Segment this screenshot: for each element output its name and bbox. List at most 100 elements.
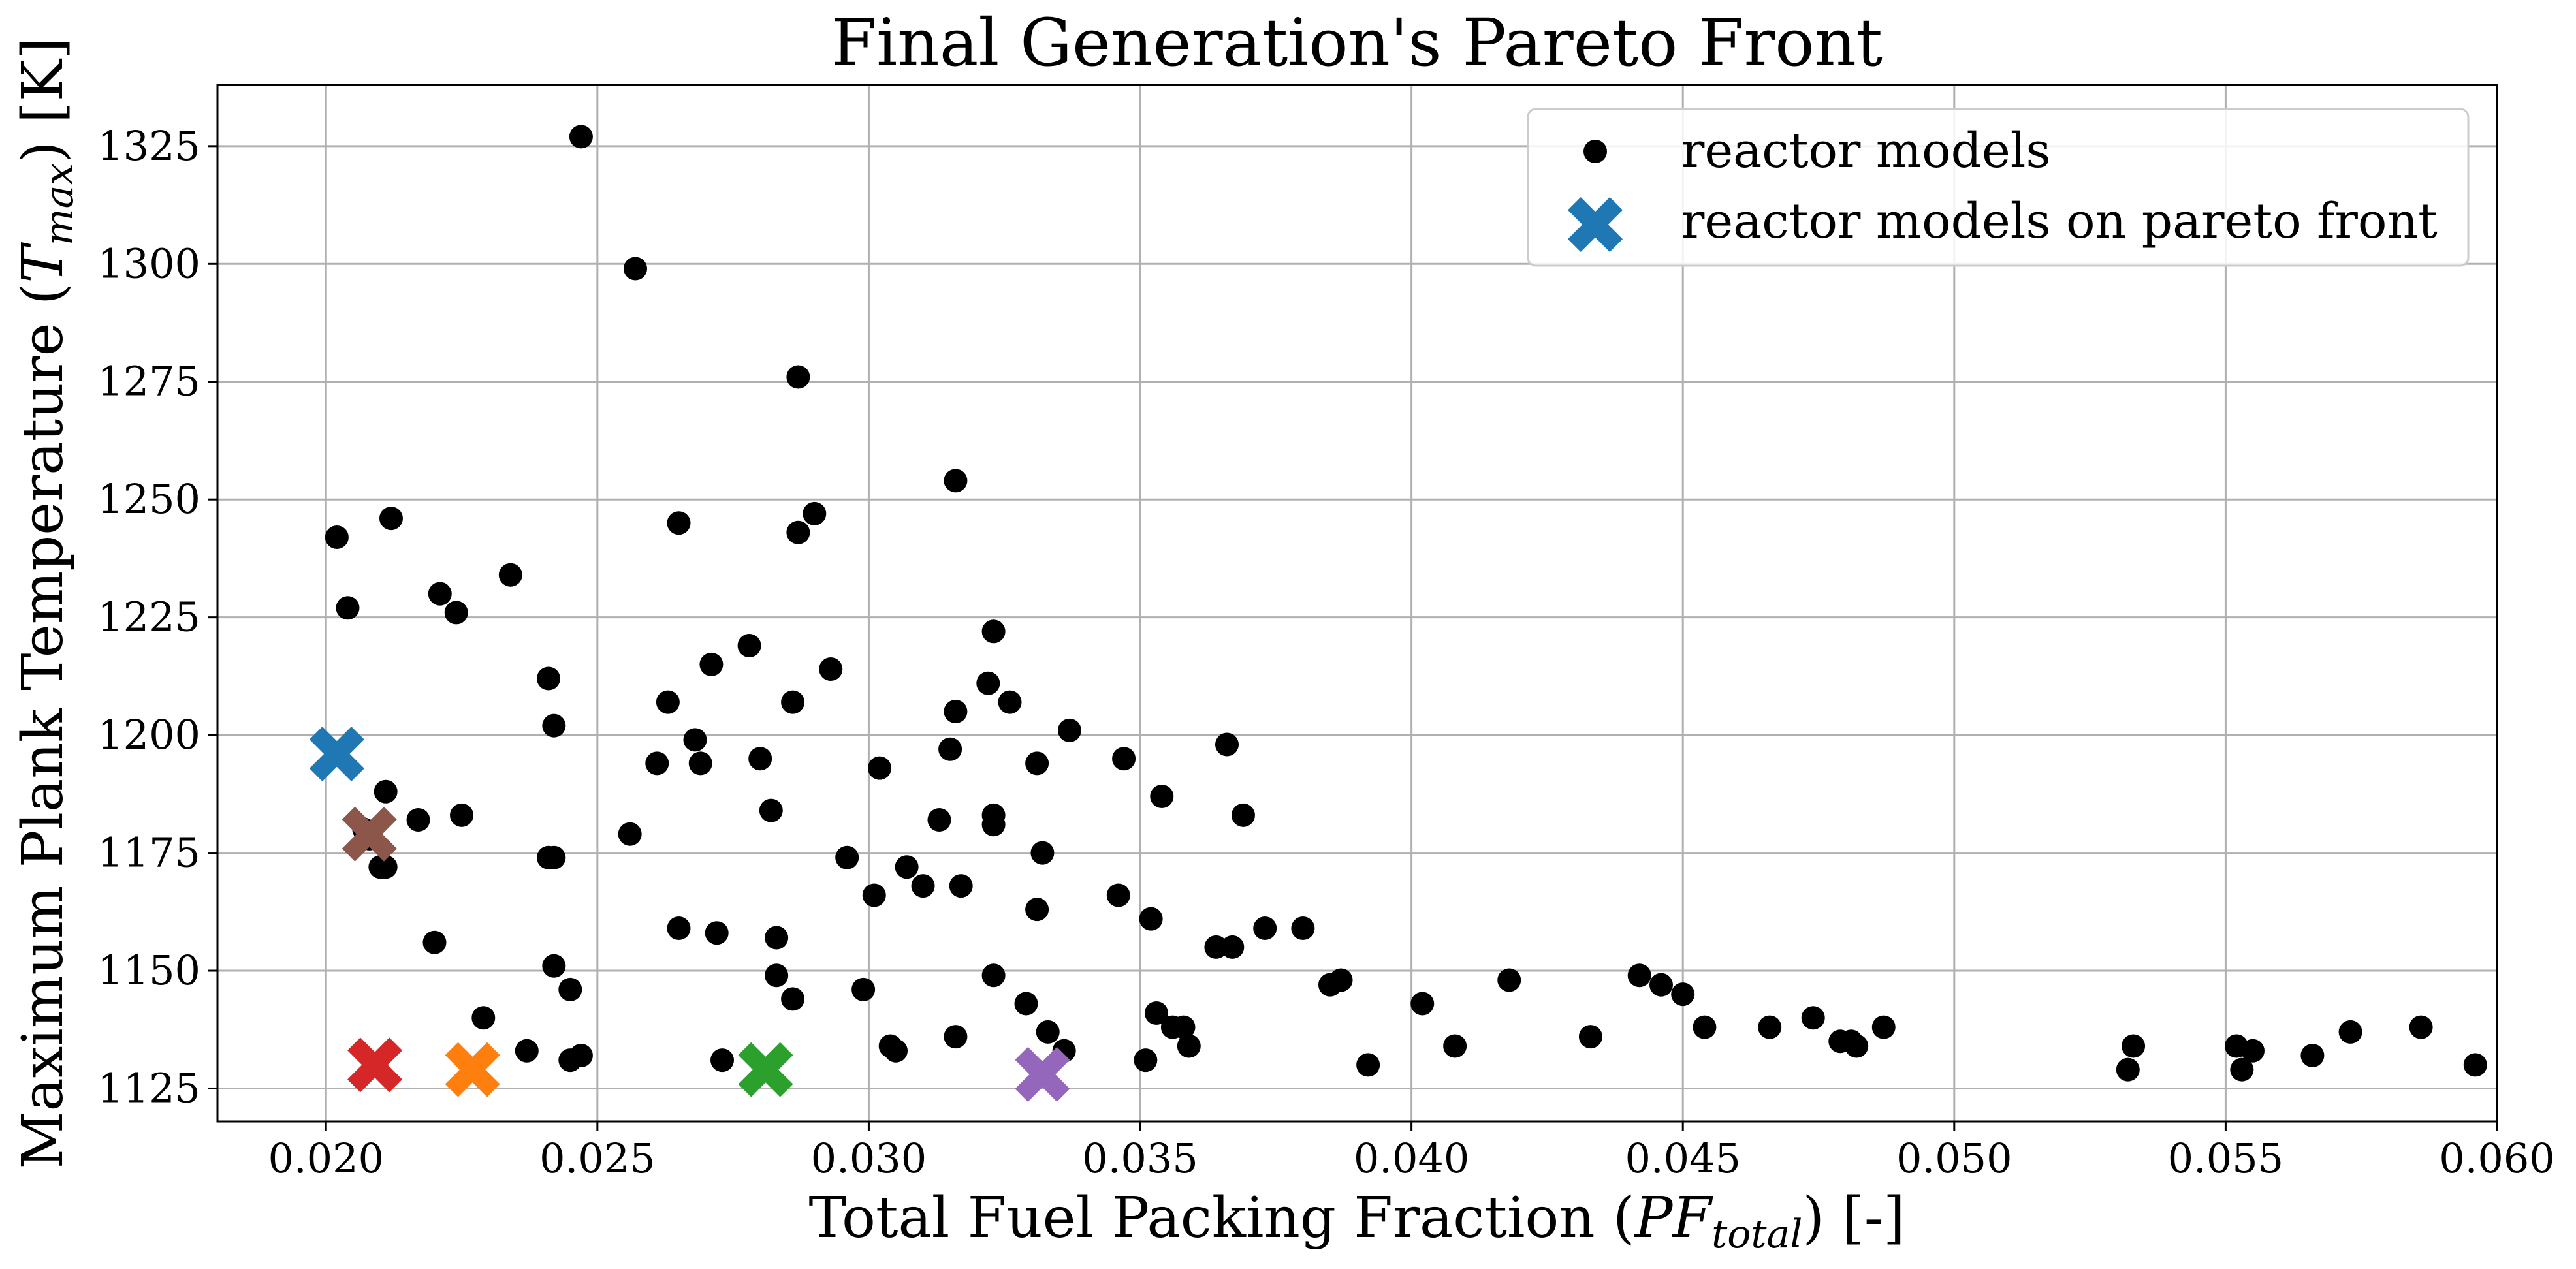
reactor-model-point — [1139, 907, 1163, 931]
reactor-model-point — [819, 657, 843, 682]
reactor-model-point — [1106, 883, 1130, 907]
data-marks — [309, 125, 2487, 1102]
reactor-model-point — [765, 926, 789, 950]
pareto-front-point — [445, 1042, 500, 1097]
reactor-model-point — [737, 633, 761, 657]
pareto-front-point — [738, 1042, 793, 1097]
reactor-model-point — [786, 365, 810, 389]
reactor-model-point — [1134, 1048, 1158, 1073]
reactor-model-point — [1649, 973, 1673, 997]
reactor-model-point — [558, 977, 582, 1001]
reactor-model-point — [938, 737, 962, 761]
reactor-model-point — [379, 507, 403, 531]
pareto-front-point — [347, 1037, 403, 1093]
reactor-model-point — [851, 977, 876, 1001]
reactor-model-point — [1410, 992, 1435, 1016]
reactor-model-point — [1014, 992, 1038, 1016]
reactor-model-point — [835, 845, 859, 870]
y-tick-label: 1125 — [97, 1064, 200, 1112]
reactor-model-point — [786, 520, 810, 544]
x-tick-label: 0.030 — [811, 1135, 927, 1182]
reactor-model-point — [336, 596, 360, 620]
reactor-model-point — [1671, 982, 1695, 1007]
reactor-model-point — [1177, 1034, 1201, 1058]
reactor-model-point — [759, 798, 783, 822]
reactor-model-point — [2122, 1034, 2146, 1058]
reactor-model-point — [1144, 1001, 1168, 1025]
reactor-model-point — [868, 756, 892, 780]
legend-marker-reactor-models — [1583, 140, 1607, 163]
y-tick-label: 1175 — [97, 829, 200, 877]
pareto-front-point — [342, 806, 397, 862]
reactor-model-point — [878, 1034, 902, 1058]
reactor-model-point — [537, 845, 561, 870]
reactor-model-point — [450, 803, 474, 827]
reactor-model-point — [699, 652, 724, 676]
legend-label-reactor-models: reactor models — [1681, 123, 2050, 179]
reactor-model-point — [1215, 732, 1239, 757]
y-tick-label: 1225 — [97, 593, 200, 641]
reactor-model-point — [1057, 718, 1081, 742]
reactor-model-point — [2409, 1015, 2433, 1039]
reactor-model-point — [911, 874, 935, 898]
reactor-model-point — [422, 930, 447, 954]
reactor-model-point — [667, 511, 691, 535]
x-tick-label: 0.025 — [539, 1135, 656, 1182]
reactor-model-point — [2300, 1043, 2325, 1067]
legend: reactor models reactor models on pareto … — [1527, 108, 2470, 267]
reactor-model-point — [1443, 1034, 1467, 1058]
reactor-model-point — [944, 1025, 968, 1049]
x-tick-label: 0.055 — [2168, 1135, 2284, 1182]
reactor-model-point — [428, 582, 452, 606]
pareto-front-point — [309, 726, 364, 781]
reactor-model-point — [368, 855, 392, 879]
reactor-model-point — [1253, 916, 1277, 941]
y-tick-label: 1300 — [97, 240, 200, 287]
reactor-model-point — [406, 808, 430, 832]
reactor-model-point — [781, 690, 805, 714]
reactor-model-point — [1497, 968, 1521, 992]
reactor-model-point — [1578, 1025, 1602, 1049]
legend-box — [1527, 108, 2470, 267]
reactor-model-point — [1025, 898, 1049, 922]
x-axis-label: Total Fuel Packing Fraction (PFtotal) [-… — [808, 1185, 1905, 1257]
reactor-model-point — [862, 883, 886, 907]
reactor-model-point — [981, 813, 1006, 837]
plot-frame — [216, 84, 2498, 1123]
reactor-model-point — [2338, 1020, 2362, 1044]
reactor-model-point — [944, 469, 968, 493]
x-tick-label: 0.020 — [268, 1135, 384, 1182]
reactor-model-point — [2230, 1058, 2254, 1082]
legend-x-icon — [1568, 197, 1623, 252]
reactor-model-point — [645, 751, 669, 776]
reactor-model-point — [1150, 784, 1174, 808]
reactor-model-point — [976, 671, 1000, 695]
reactor-model-point — [444, 601, 468, 625]
reactor-model-point — [1291, 916, 1315, 941]
reactor-model-point — [705, 921, 729, 945]
y-tick-label: 1200 — [97, 711, 200, 759]
x-tick-label: 0.060 — [2439, 1135, 2555, 1182]
y-tick-label: 1250 — [97, 475, 200, 523]
reactor-model-point — [765, 964, 789, 988]
reactor-model-point — [569, 125, 593, 149]
reactor-model-point — [2116, 1058, 2140, 1082]
reactor-model-point — [667, 916, 691, 941]
reactor-model-point — [1356, 1053, 1380, 1077]
reactor-model-point — [656, 690, 680, 714]
reactor-model-point — [944, 700, 968, 724]
reactor-model-point — [998, 690, 1022, 714]
y-axis-label: Maximum Plank Temperature (Tmax) [K] — [10, 37, 82, 1168]
reactor-model-point — [325, 525, 349, 549]
y-tick-label: 1150 — [97, 947, 200, 994]
reactor-model-point — [1204, 935, 1228, 959]
x-tick-label: 0.035 — [1082, 1135, 1198, 1182]
x-tick-label: 0.050 — [1896, 1135, 2012, 1182]
reactor-model-point — [1030, 841, 1055, 865]
reactor-model-point — [1160, 1015, 1185, 1039]
reactor-model-point — [1036, 1020, 1060, 1044]
legend-marker-pareto-front — [1568, 197, 1623, 252]
reactor-model-point — [1839, 1029, 1863, 1054]
reactor-model-point — [981, 964, 1006, 988]
